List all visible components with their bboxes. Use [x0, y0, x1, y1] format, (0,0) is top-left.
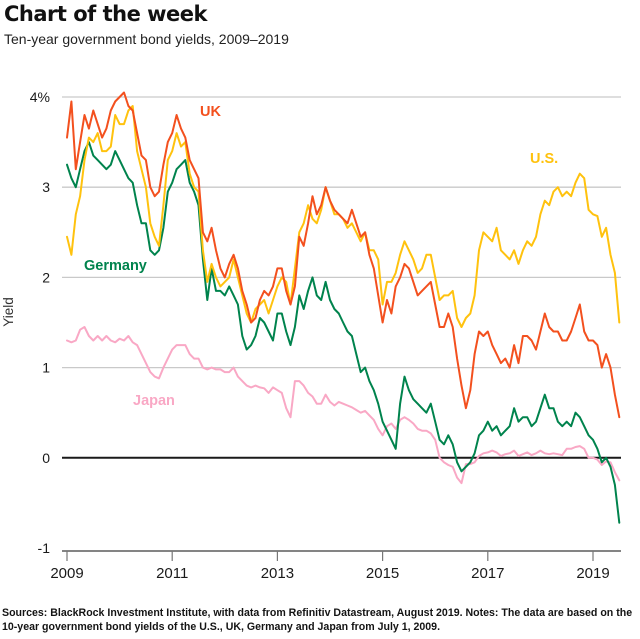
source-note: Sources: BlackRock Investment Institute,…: [2, 607, 633, 634]
x-tick-label: 2011: [156, 565, 188, 582]
x-tick-label: 2009: [50, 565, 83, 582]
y-tick-label: 3: [42, 179, 50, 195]
y-tick-label: 0: [42, 450, 50, 466]
x-tick-label: 2013: [261, 565, 294, 582]
series-us-line: [66, 105, 621, 328]
y-tick-label: 2: [42, 269, 50, 285]
series-us-label: U.S.: [530, 151, 558, 167]
y-tick-label: 1: [42, 360, 50, 376]
series-uk-line: [66, 91, 621, 419]
y-tick-label: 4%: [30, 89, 50, 105]
page-title: Chart of the week: [4, 2, 208, 26]
series-germany-label: Germany: [84, 258, 147, 274]
series-japan-label: Japan: [133, 393, 175, 409]
series-germany-line: [66, 141, 621, 524]
x-tick-label: 2015: [366, 565, 399, 582]
y-tick-label: -1: [38, 540, 51, 556]
page-subtitle: Ten-year government bond yields, 2009–20…: [4, 31, 289, 47]
x-tick-label: 2019: [576, 565, 609, 582]
x-tick-label: 2017: [471, 565, 504, 582]
series-japan-line: [66, 326, 621, 485]
y-axis-title: Yield: [1, 297, 16, 327]
series-uk-label: UK: [200, 104, 221, 120]
